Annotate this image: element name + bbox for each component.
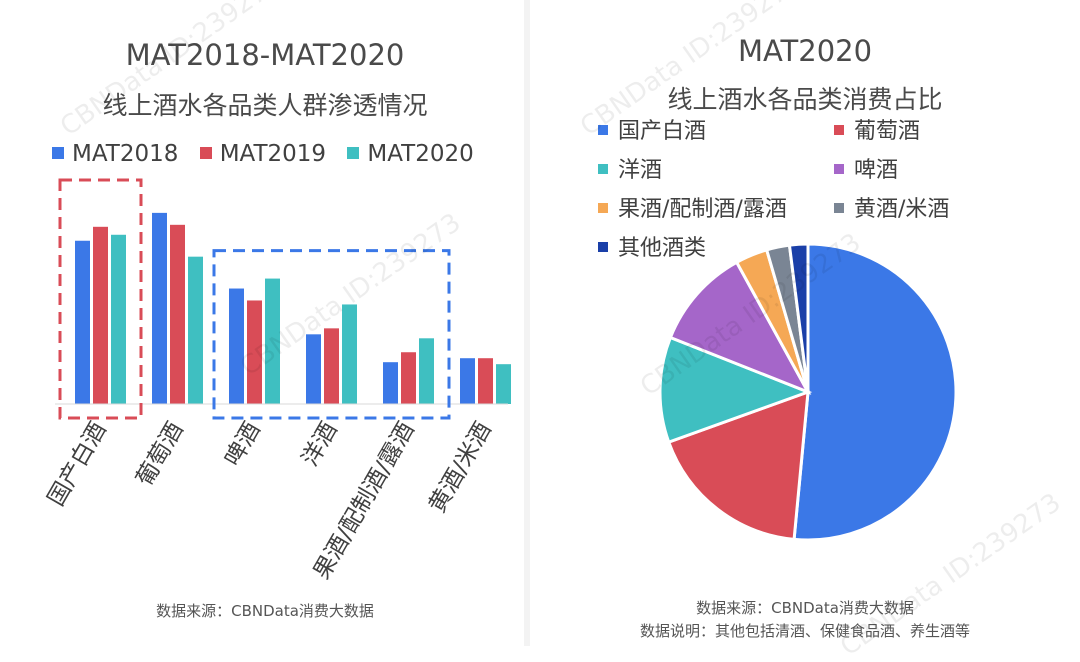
highlight-box-1 — [58, 178, 143, 420]
legend-label: 葡萄酒 — [854, 119, 921, 144]
pie-legend-item: 葡萄酒 — [834, 113, 920, 145]
bar-mat2018-0 — [75, 240, 90, 404]
x-tick-label: 国产白酒 — [43, 418, 112, 511]
pie-legend-item: 果酒/配制酒/露酒 — [598, 191, 787, 223]
pie-legend-item: 黄酒/米酒 — [834, 191, 949, 223]
bar-mat2019-4 — [401, 352, 416, 404]
pie-chart-title-line2: 线上酒水各品类消费占比 — [667, 85, 943, 114]
legend-label: 黄酒/米酒 — [854, 197, 950, 222]
pie-legend-item: 国产白酒 — [598, 113, 706, 145]
x-tick-label: 葡萄酒 — [132, 418, 189, 491]
bar-mat2019-3 — [324, 328, 339, 404]
legend-swatch — [834, 203, 844, 213]
legend-label: 洋酒 — [618, 158, 663, 183]
legend-swatch — [834, 164, 844, 174]
legend-swatch — [598, 242, 608, 252]
bar-mat2018-2 — [229, 288, 244, 404]
legend-swatch — [598, 203, 608, 213]
legend-item-mat2019: MAT2019 — [199, 141, 327, 167]
legend-label: MAT2018 — [72, 141, 179, 167]
pie-slice-6 — [787, 242, 810, 393]
pie-legend-item: 其他酒类 — [598, 230, 706, 262]
legend-swatch — [834, 125, 844, 135]
bar-chart-title-line2: 线上酒水各品类人群渗透情况 — [102, 91, 428, 120]
bar-mat2019-0 — [93, 226, 108, 404]
bar-mat2020-0 — [111, 234, 126, 404]
bar-mat2018-1 — [152, 212, 167, 404]
bar-mat2019-2 — [247, 300, 262, 404]
legend-swatch — [598, 125, 608, 135]
pie-slice-1 — [666, 389, 810, 541]
bar-chart-title-line1: MAT2018-MAT2020 — [125, 38, 405, 72]
bar-mat2019-5 — [478, 358, 493, 404]
bar-chart-legend: MAT2018 MAT2019 MAT2020 — [52, 141, 474, 167]
bar-mat2020-2 — [265, 278, 280, 404]
pie-legend-item: 洋酒 — [598, 152, 662, 184]
legend-label: 其他酒类 — [618, 236, 707, 261]
bar-mat2019-1 — [170, 224, 185, 404]
pie-chart-source: 数据来源：CBNData消费大数据 — [696, 599, 914, 617]
bar-mat2020-5 — [496, 364, 511, 404]
bar-mat2020-4 — [419, 338, 434, 404]
legend-swatch — [52, 146, 64, 159]
bar-mat2018-4 — [383, 362, 398, 404]
legend-item-mat2018: MAT2018 — [52, 141, 178, 167]
x-tick-label: 黄酒/米酒 — [424, 418, 496, 517]
x-tick-label: 啤酒 — [220, 418, 266, 471]
legend-swatch — [347, 146, 360, 159]
bar-chart-source: 数据来源：CBNData消费大数据 — [156, 602, 374, 620]
bar-mat2018-3 — [306, 334, 321, 404]
legend-swatch — [199, 146, 212, 159]
bar-mat2020-3 — [342, 304, 357, 404]
bar-mat2020-1 — [188, 256, 203, 404]
bar-chart-panel: MAT2018-MAT2020 线上酒水各品类人群渗透情况 MAT2018 MA… — [0, 0, 530, 646]
pie-chart-title-line1: MAT2020 — [737, 34, 873, 68]
pie-legend-item: 啤酒 — [834, 152, 898, 184]
pie-slice-0 — [792, 242, 958, 542]
legend-label: 啤酒 — [854, 158, 899, 183]
legend-label: 果酒/配制酒/露酒 — [618, 197, 787, 222]
highlight-box-2 — [212, 249, 451, 420]
legend-label: MAT2019 — [219, 141, 327, 167]
pie-chart-plot — [658, 242, 958, 542]
pie-chart-note: 数据说明：其他包括清酒、保健食品酒、养生酒等 — [639, 622, 970, 640]
pie-slice-3 — [668, 260, 812, 395]
legend-label: 国产白酒 — [618, 119, 707, 144]
x-tick-label: 洋酒 — [297, 418, 343, 471]
legend-label: MAT2020 — [367, 141, 474, 167]
legend-item-mat2020: MAT2020 — [347, 141, 474, 167]
pie-slice-2 — [658, 335, 813, 445]
bar-mat2018-5 — [460, 358, 475, 404]
pie-chart-panel: MAT2020 线上酒水各品类消费占比 国产白酒 葡萄酒洋酒 啤酒果酒/配制酒/露酒… — [530, 0, 1080, 646]
legend-swatch — [598, 164, 608, 174]
